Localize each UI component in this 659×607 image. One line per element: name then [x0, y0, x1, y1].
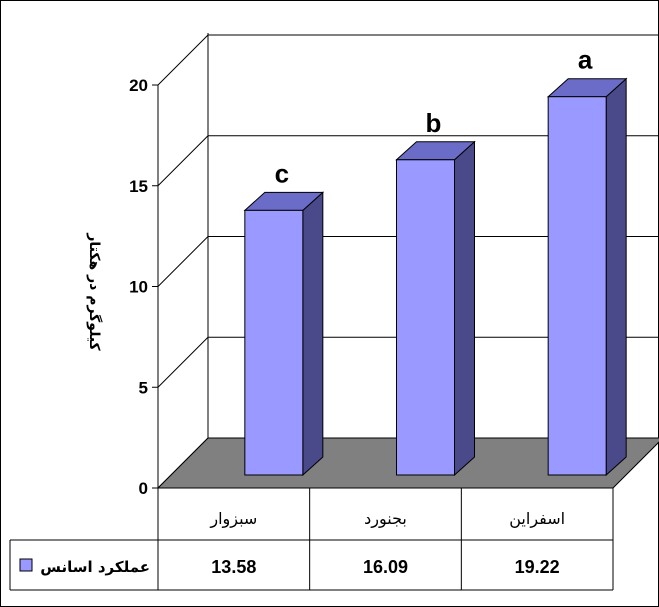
y-tick-label: 15 [129, 177, 148, 196]
bar-side [302, 191, 324, 477]
significance-label: b [426, 108, 442, 138]
bar-side [605, 77, 627, 477]
category-label: سبزوار [209, 509, 257, 529]
significance-label: c [275, 158, 289, 188]
table-value: 16.09 [363, 557, 408, 577]
bar-1: c [243, 158, 325, 477]
y-tick-label: 20 [129, 76, 148, 95]
y-tick-label: 10 [129, 278, 148, 297]
category-label: اسفراین [509, 509, 565, 529]
y-tick-label: 5 [139, 378, 148, 397]
category-label: بجنورد [364, 509, 407, 529]
bar-front [244, 209, 304, 476]
bar-front [396, 159, 455, 476]
data-table: سبزوار 13.58 بجنورد 16.09 اسفراین 19.22 عملکرد… [9, 487, 614, 591]
y-axis-label: کیلوگرم در هکتار [86, 232, 103, 351]
legend-swatch [19, 558, 33, 572]
bars: c b a [243, 45, 628, 477]
table-value: 19.22 [515, 557, 560, 577]
gridline-diagonal [157, 135, 209, 187]
bar-front [547, 96, 607, 476]
gridline-diagonal [157, 336, 209, 388]
significance-label: a [578, 45, 593, 75]
gridline-diagonal [157, 236, 209, 287]
bar-3: a [546, 45, 628, 477]
y-axis: 0 5 10 15 20 [129, 76, 159, 498]
legend-label: عملکرد اسانس [40, 558, 150, 576]
bar-2: b [395, 108, 476, 477]
y-tick-label: 0 [139, 479, 148, 498]
table-value: 13.58 [211, 557, 256, 577]
bar-side [454, 140, 475, 477]
gridline-diagonal [157, 34, 209, 86]
